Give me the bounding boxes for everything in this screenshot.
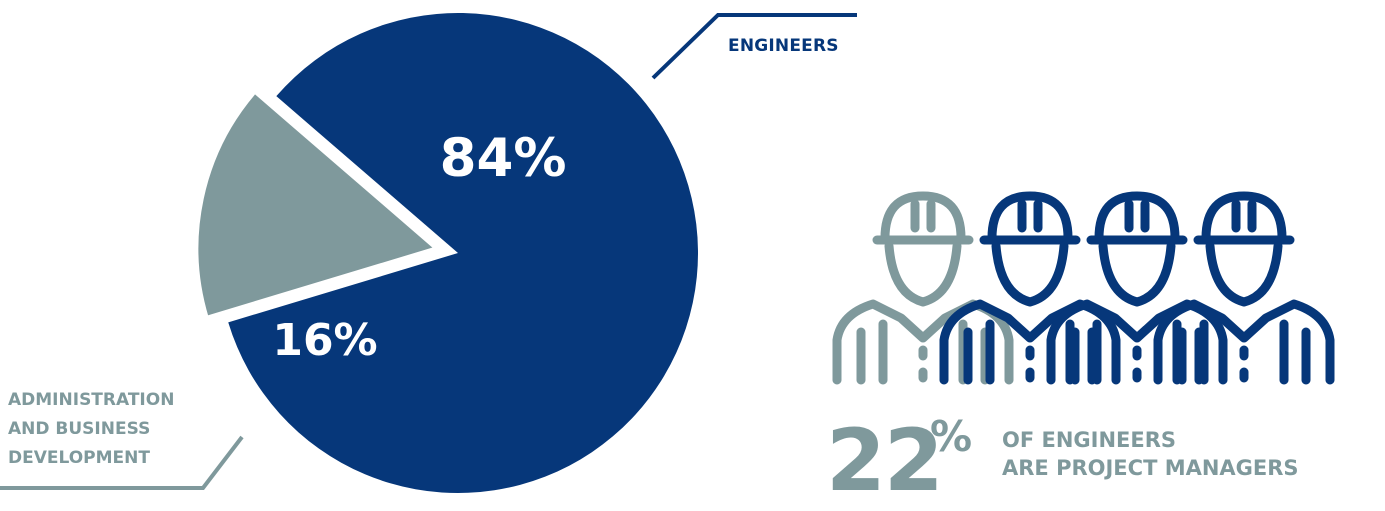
legend-label-admin-line1: ADMINISTRATION	[8, 390, 175, 410]
engineer-icons-group	[832, 191, 1335, 385]
pie-slice-admin	[194, 88, 441, 321]
engineer-with-hard-hat-icon	[832, 191, 1014, 385]
pie-slice-engineers	[228, 13, 698, 494]
stat-caption-line2: ARE PROJECT MANAGERS	[1002, 456, 1299, 480]
legend-label-engineers: ENGINEERS	[728, 36, 839, 56]
slice-value-label-engineers: 84%	[440, 128, 567, 189]
legend-label-admin: ADMINISTRATION AND BUSINESS DEVELOPMENT	[8, 386, 238, 473]
stat-caption-line1: OF ENGINEERS	[1002, 428, 1177, 452]
engineer-with-hard-hat-icon	[939, 191, 1121, 385]
stat-number: 22	[826, 411, 944, 511]
legend-label-admin-line2: AND BUSINESS	[8, 419, 151, 439]
engineer-with-hard-hat-icon	[1153, 191, 1335, 385]
leader-line-admin	[0, 435, 244, 490]
leader-line-engineers	[651, 13, 857, 80]
engineer-with-hard-hat-icon	[1046, 191, 1228, 385]
chart-canvas: 84% 16%	[0, 13, 1335, 494]
legend-label-admin-line3: DEVELOPMENT	[8, 448, 150, 468]
stat-percent-sign: %	[930, 412, 973, 461]
slice-value-label-admin: 16%	[272, 315, 377, 366]
